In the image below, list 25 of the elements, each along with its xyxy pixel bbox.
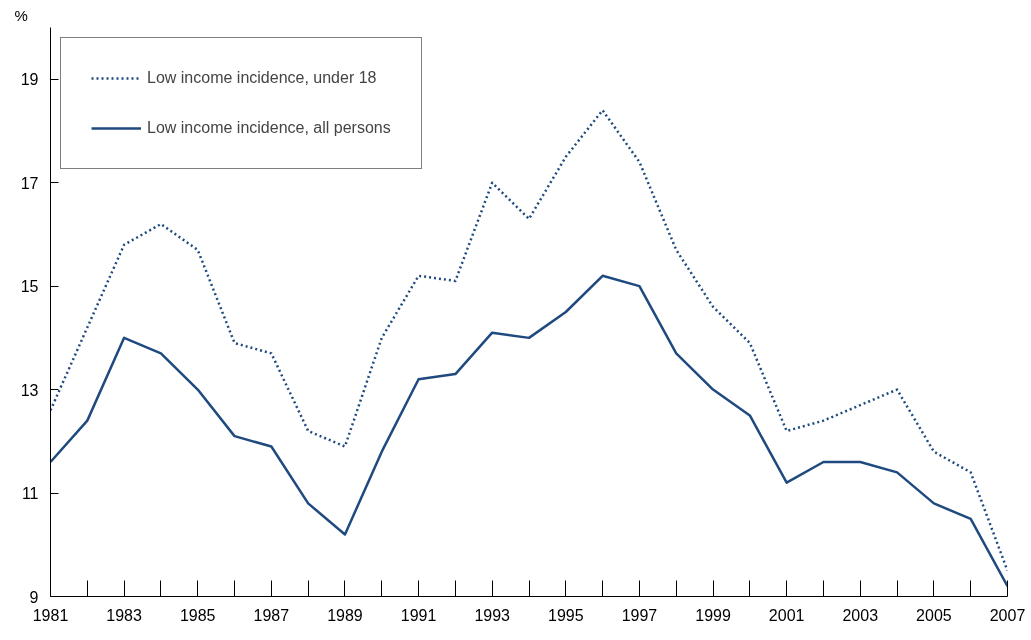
line-series — [50, 109, 1008, 572]
y-tick-label: 13 — [20, 381, 39, 399]
y-tick-label: 15 — [20, 278, 39, 296]
x-tick-label: 1999 — [695, 606, 731, 624]
y-tick-label: 17 — [20, 174, 39, 192]
legend-label: Low income incidence, under 18 — [147, 69, 377, 87]
x-tick-label: 1983 — [106, 606, 143, 624]
legend-label: Low income incidence, all persons — [147, 119, 391, 137]
x-tick-label: 2003 — [842, 606, 879, 624]
x-tick-label: 2001 — [768, 606, 805, 624]
x-tick-label: 1985 — [179, 606, 216, 624]
y-tick-label: 11 — [21, 485, 39, 503]
x-tick-label: 2005 — [916, 606, 952, 624]
x-tick-label: 1987 — [253, 606, 290, 624]
x-tick-label: 1993 — [474, 606, 511, 624]
x-tick-label: 2007 — [989, 606, 1026, 624]
y-tick-label: 19 — [20, 71, 39, 89]
x-tick-label: 1981 — [32, 606, 69, 624]
x-tick-label: 1989 — [327, 606, 363, 624]
y-axis-title: % — [14, 6, 28, 24]
y-tick-label: 9 — [29, 588, 39, 606]
x-tick-label: 1995 — [548, 606, 584, 624]
line-series — [50, 274, 1008, 588]
x-tick-label: 1997 — [621, 606, 658, 624]
x-tick-label: 1991 — [400, 606, 437, 624]
